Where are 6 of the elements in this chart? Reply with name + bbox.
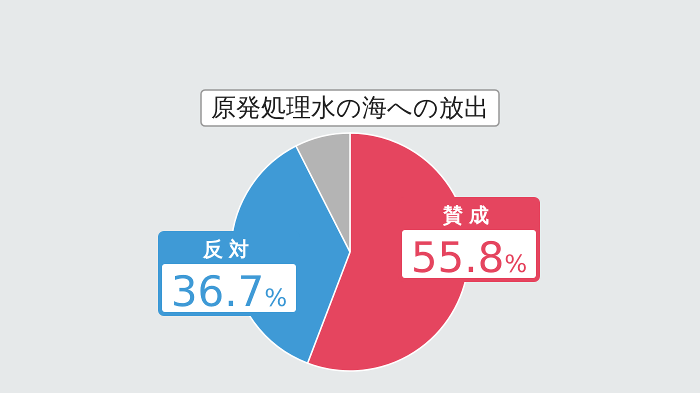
data-label: 36.7% <box>170 267 288 316</box>
data-label: 55.8% <box>410 233 528 282</box>
title: 原発処理水の海への放出 <box>200 89 500 127</box>
slice-label: 賛成 <box>442 203 495 227</box>
slice-label: 反対 <box>202 237 255 261</box>
chart-title: 原発処理水の海への放出 <box>211 93 489 122</box>
